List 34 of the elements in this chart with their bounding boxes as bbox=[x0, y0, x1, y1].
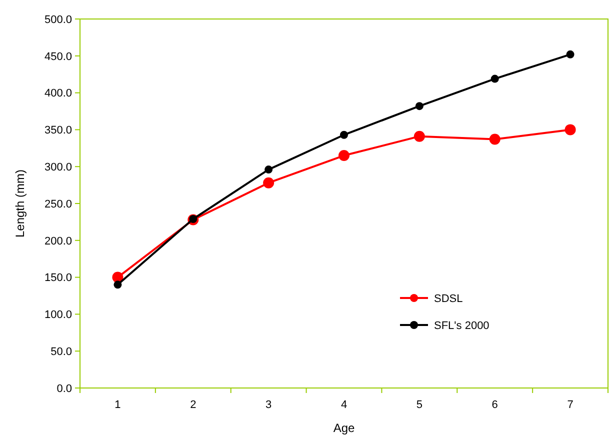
legend-label: SDSL bbox=[434, 292, 463, 305]
y-tick-label: 50.0 bbox=[50, 346, 72, 358]
point bbox=[340, 130, 348, 139]
x-tick-label: 3 bbox=[266, 399, 272, 411]
y-tick-label: 250.0 bbox=[44, 198, 72, 210]
point bbox=[114, 280, 122, 289]
y-tick-label: 500.0 bbox=[44, 14, 72, 26]
y-tick-label: 150.0 bbox=[44, 272, 72, 284]
y-tick-label: 300.0 bbox=[44, 161, 72, 174]
point bbox=[189, 215, 198, 223]
y-axis-title: Length (mm) bbox=[13, 169, 27, 238]
point bbox=[489, 134, 500, 145]
x-tick-label: 6 bbox=[492, 399, 498, 411]
x-tick-label: 4 bbox=[340, 399, 348, 411]
x-axis-title: Age bbox=[333, 421, 355, 435]
y-tick-label: 100.0 bbox=[44, 309, 72, 322]
point bbox=[338, 150, 350, 162]
point bbox=[414, 130, 425, 142]
y-tick-label: 0.0 bbox=[56, 382, 72, 395]
x-tick-label: 2 bbox=[190, 399, 196, 411]
y-tick-label: 450.0 bbox=[44, 50, 72, 63]
point bbox=[263, 177, 274, 188]
legend-label: SFL's 2000 bbox=[434, 320, 490, 332]
point bbox=[415, 102, 424, 110]
y-tick-label: 200.0 bbox=[44, 235, 72, 248]
x-tick-label: 1 bbox=[114, 399, 121, 411]
y-tick-label: 350.0 bbox=[44, 124, 72, 137]
point bbox=[264, 166, 273, 174]
x-tick-label: 5 bbox=[416, 399, 422, 411]
point bbox=[564, 124, 576, 136]
y-tick-label: 400.0 bbox=[44, 88, 72, 100]
x-tick-label: 7 bbox=[567, 399, 574, 411]
point bbox=[490, 74, 499, 83]
point bbox=[566, 50, 574, 58]
